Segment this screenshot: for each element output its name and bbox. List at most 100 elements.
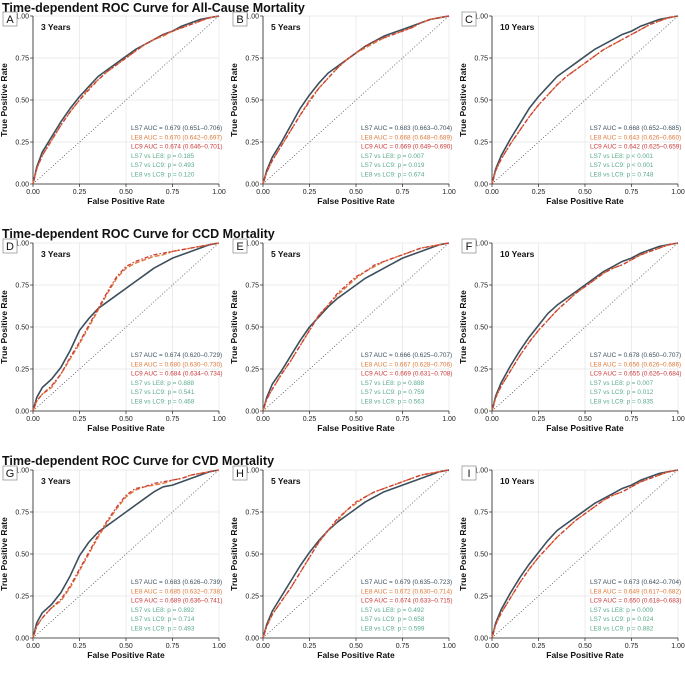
x-tick-label-d-2: 0.50 [119,416,133,423]
y-tick-label-b-0: 0.00 [245,181,259,188]
annotation-f-4: LS7 vs LC9: p = 0.012 [590,389,654,396]
y-tick-label-a-3: 0.75 [15,55,29,62]
panel-letter-d: D [6,241,14,253]
annotation-b-1: LE8 AUC = 0.668 (0.648–0.689) [361,134,452,141]
annotation-g-4: LS7 vs LC9: p = 0.714 [131,616,195,623]
y-tick-label-e-4: 1.00 [245,240,259,247]
panel-letter-box-g [2,465,18,481]
annotation-h-0: LS7 AUC = 0.679 (0.635–0.723) [361,579,452,586]
annotation-a-1: LE8 AUC = 0.670 (0.642–0.697) [131,134,222,141]
panel-title-f: 10 Years [500,249,535,259]
x-tick-label-f-0: 0.00 [485,416,499,423]
y-axis-title-g: True Positive Rate [0,517,9,591]
x-tick-label-b-4: 1.00 [442,189,456,196]
annotation-i-0: LS7 AUC = 0.673 (0.642–0.704) [590,579,681,586]
y-axis-title-i: True Positive Rate [458,517,468,591]
x-tick-label-h-0: 0.00 [256,643,270,650]
y-tick-label-d-2: 0.50 [15,324,29,331]
annotation-i-2: LC9 AUC = 0.650 (0.618–0.683) [590,598,681,605]
annotation-h-3: LS7 vs LE8: p = 0.492 [361,607,425,614]
series-line-ls7-c [491,15,679,185]
x-tick-label-d-3: 0.75 [166,416,180,423]
y-tick-label-d-4: 1.00 [15,240,29,247]
y-tick-label-f-4: 1.00 [474,240,488,247]
panel-title-i: 10 Years [500,476,535,486]
annotation-b-4: LS7 vs LC9: p = 0.019 [361,162,425,169]
y-tick-label-e-0: 0.00 [245,408,259,415]
annotation-e-0: LS7 AUC = 0.666 (0.625–0.707) [361,352,452,359]
annotation-a-4: LS7 vs LC9: p = 0.493 [131,162,195,169]
panel-title-a: 3 Years [41,22,71,32]
annotation-e-5: LE8 vs LC9: p = 0.563 [361,399,425,406]
x-tick-label-c-1: 0.25 [532,189,546,196]
annotation-h-5: LE8 vs LC9: p = 0.599 [361,626,425,633]
annotation-i-3: LS7 vs LE8: p = 0.009 [590,607,654,614]
y-axis-title-h: True Positive Rate [229,517,239,591]
panel-letter-box-c [461,11,477,27]
annotation-b-2: LC9 AUC = 0.669 (0.649–0.690) [361,144,452,151]
panel-i: 0.000.00 0.25 0.25 0.50 0.50 0.75 0.75 1.00 1.00… [458,465,685,660]
series-line-le8-g [32,469,220,639]
panel-letter-box-e [232,238,248,254]
series-line-ls7-f [491,242,679,412]
series-line-lc9-h [262,469,450,639]
x-tick-label-e-0: 0.00 [256,416,270,423]
series-line-ls7-g [32,469,220,639]
y-tick-label-i-0: 0.00 [474,635,488,642]
panel-title-d: 3 Years [41,249,71,259]
panel-letter-c: C [465,14,473,26]
y-tick-label-h-1: 0.25 [245,593,259,600]
panel-c: 0.000.00 0.25 0.25 0.50 0.50 0.75 0.75 1.00 1.00… [458,11,685,206]
x-tick-label-h-1: 0.25 [303,643,317,650]
x-tick-label-g-1: 0.25 [73,643,87,650]
panel-letter-box-f [461,238,477,254]
x-axis-title-e: False Positive Rate [317,423,395,433]
annotation-b-0: LS7 AUC = 0.683 (0.663–0.704) [361,125,452,132]
y-tick-label-c-2: 0.50 [474,97,488,104]
x-tick-label-f-1: 0.25 [532,416,546,423]
panel-title-h: 5 Years [271,476,301,486]
x-tick-label-b-1: 0.25 [303,189,317,196]
x-tick-label-d-1: 0.25 [73,416,87,423]
x-tick-label-e-3: 0.75 [396,416,410,423]
y-tick-label-c-3: 0.75 [474,55,488,62]
x-tick-label-b-3: 0.75 [396,189,410,196]
x-axis-title-d: False Positive Rate [87,423,165,433]
y-tick-label-g-4: 1.00 [15,467,29,474]
panel-g: 0.000.00 0.25 0.25 0.50 0.50 0.75 0.75 1.00 1.00… [0,465,226,660]
x-tick-label-h-3: 0.75 [396,643,410,650]
panel-grid: 0.000.000.250.250.500.500.750.751.001.00… [0,11,685,660]
y-tick-label-c-4: 1.00 [474,13,488,20]
panel-letter-e: E [236,241,243,253]
annotation-i-4: LS7 vs LC9: p = 0.024 [590,616,654,623]
y-tick-label-e-3: 0.75 [245,282,259,289]
annotation-c-0: LS7 AUC = 0.668 (0.652–0.685) [590,125,681,132]
x-axis-title-h: False Positive Rate [317,650,395,660]
x-axis-title-a: False Positive Rate [87,196,165,206]
y-tick-label-a-1: 0.25 [15,139,29,146]
x-axis-title-f: False Positive Rate [546,423,624,433]
series-line-lc9-g [32,469,220,639]
panel-title-g: 3 Years [41,476,71,486]
y-axis-title-c: True Positive Rate [458,63,468,137]
x-tick-label-e-2: 0.50 [349,416,363,423]
y-tick-label-b-4: 1.00 [245,13,259,20]
y-axis-title-e: True Positive Rate [229,290,239,364]
y-tick-label-h-3: 0.75 [245,509,259,516]
panel-letter-box-i [461,465,477,481]
annotation-f-0: LS7 AUC = 0.678 (0.650–0.707) [590,352,681,359]
annotation-g-5: LE8 vs LC9: p = 0.493 [131,626,195,633]
x-tick-label-i-1: 0.25 [532,643,546,650]
y-tick-label-g-1: 0.25 [15,593,29,600]
annotation-b-3: LS7 vs LE8: p = 0.007 [361,153,425,160]
series-line-ls7-e [262,242,450,412]
annotation-d-5: LE8 vs LC9: p = 0.468 [131,399,195,406]
panel-title-b: 5 Years [271,22,301,32]
annotation-h-4: LS7 vs LC9: p = 0.658 [361,616,425,623]
y-tick-label-f-3: 0.75 [474,282,488,289]
y-tick-label-c-0: 0.00 [474,181,488,188]
annotation-c-4: LS7 vs LC9: p < 0.001 [590,162,654,169]
series-line-lc9-i [491,469,679,639]
panel-letter-h: H [236,468,244,480]
